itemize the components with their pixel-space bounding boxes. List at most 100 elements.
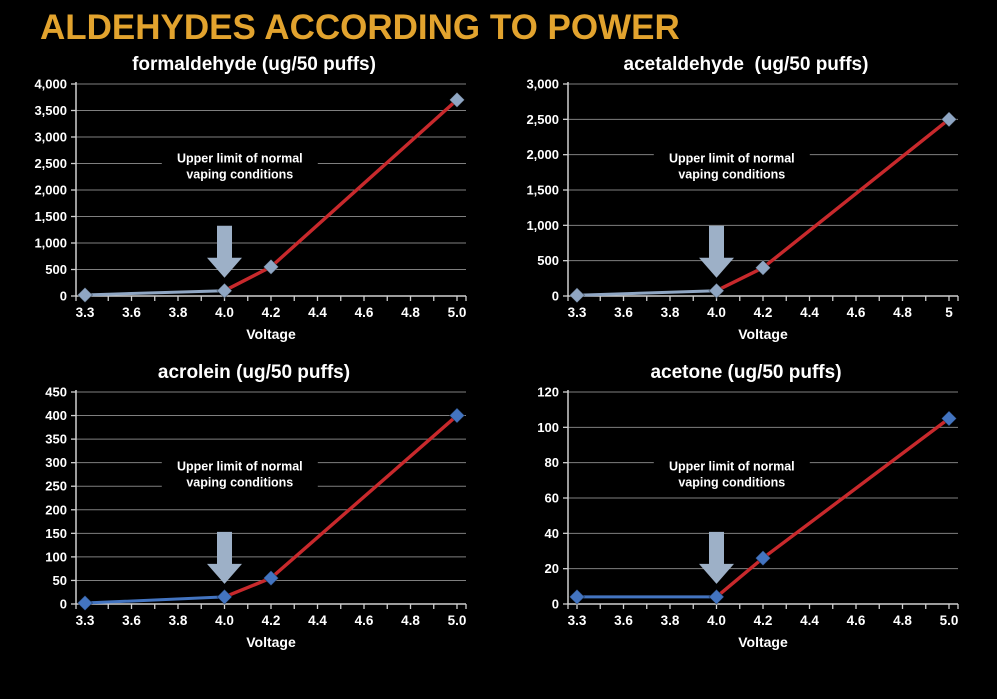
normal-power-line (83, 289, 226, 297)
formaldehyde-line-chart: 4,000 3,500 3,000 2,500 2,000 1,500 1,000 500 0 U… (34, 77, 467, 342)
y-tick-label: 50 (53, 573, 67, 588)
y-tick-label: 80 (545, 455, 559, 470)
x-tick-label: 4.8 (893, 613, 912, 628)
x-tick-label: 4.4 (800, 305, 819, 320)
gridlines: 3,000 2,500 2,000 1,500 1,000 500 0 (526, 77, 958, 304)
x-tick-label: 4.6 (355, 305, 374, 320)
y-tick-label: 0 (552, 597, 559, 612)
data-point-marker (568, 588, 586, 605)
y-tick-label: 300 (45, 455, 67, 470)
y-tick-label: 120 (537, 385, 559, 400)
data-point-marker (76, 594, 94, 612)
x-tick-label: 5 (945, 305, 953, 320)
x-tick-label: 5.0 (448, 305, 467, 320)
charts-grid: formaldehyde (ug/50 puffs) 4,000 3,500 3,0… (0, 50, 997, 660)
annotation-line-2: vaping conditions (678, 167, 785, 181)
x-axis-title: Voltage (246, 326, 296, 342)
y-tick-label: 1,500 (34, 209, 67, 224)
annotation-line-1: Upper limit of normal (177, 151, 303, 165)
x-tick-label: 4.2 (754, 305, 773, 320)
data-point-marker (216, 588, 233, 605)
y-tick-label: 500 (537, 253, 559, 268)
x-tick-label: 3.3 (568, 613, 587, 628)
data-point-marker (568, 287, 586, 304)
y-tick-label: 60 (545, 491, 559, 506)
chart-title-acetone: acetone (ug/50 puffs) (650, 362, 842, 383)
normal-power-line (575, 289, 718, 297)
slide-header: ALDEHYDES ACCORDING TO POWER (0, 0, 997, 50)
x-tick-label: 4.6 (847, 613, 866, 628)
x-tick-label: 4.4 (308, 613, 327, 628)
high-power-line (714, 117, 951, 293)
y-tick-label: 450 (45, 385, 67, 400)
y-tick-label: 100 (45, 549, 67, 564)
chart-panel-acetone: acetone (ug/50 puffs) 120 100 80 60 40 20 0 Upp… (506, 360, 986, 660)
axes (567, 390, 959, 609)
x-axis-title: Voltage (738, 326, 788, 342)
annotation-upper-limit: Upper limit of normal vaping conditions (653, 457, 810, 492)
data-point-marker (940, 410, 958, 427)
x-tick-label: 3.8 (169, 613, 188, 628)
y-tick-label: 150 (45, 526, 67, 541)
data-point-marker (262, 258, 280, 275)
y-tick-label: 2,000 (526, 147, 559, 162)
data-point-marker (448, 91, 466, 108)
chart-panel-formaldehyde: formaldehyde (ug/50 puffs) 4,000 3,500 3,0… (14, 52, 494, 352)
data-point-marker (216, 282, 233, 299)
x-tick-label: 3.6 (122, 613, 141, 628)
acrolein-line-chart: 450 400 350 300 250 200 150 100 50 0 Upper limit o… (45, 385, 467, 650)
data-point-marker (448, 407, 466, 424)
y-tick-label: 1,500 (526, 183, 559, 198)
gridlines: 450 400 350 300 250 200 150 100 50 0 (45, 385, 466, 612)
annotation-line-1: Upper limit of normal (669, 151, 795, 165)
axes (75, 390, 467, 609)
y-tick-label: 100 (537, 420, 559, 435)
x-tick-label: 4.0 (215, 613, 234, 628)
x-tick-label: 4.0 (707, 613, 726, 628)
annotation-upper-limit: Upper limit of normal vaping conditions (653, 149, 810, 184)
y-tick-label: 0 (60, 289, 67, 304)
y-tick-label: 2,500 (34, 156, 67, 171)
down-arrow-icon (207, 225, 242, 278)
y-tick-label: 400 (45, 408, 67, 423)
y-tick-label: 250 (45, 479, 67, 494)
x-tick-label: 3.8 (169, 305, 188, 320)
high-power-line (222, 98, 459, 293)
annotation-line-1: Upper limit of normal (669, 459, 795, 473)
y-tick-label: 1,000 (526, 218, 559, 233)
y-tick-label: 350 (45, 432, 67, 447)
y-tick-label: 2,000 (34, 183, 67, 198)
normal-power-line (83, 595, 226, 605)
acetaldehyde-line-chart: 3,000 2,500 2,000 1,500 1,000 500 0 Upper limit… (526, 77, 959, 342)
x-tick-label: 4.0 (707, 305, 726, 320)
x-tick-label: 3.6 (614, 305, 633, 320)
y-tick-label: 3,000 (526, 77, 559, 92)
x-tick-label: 4.2 (262, 613, 281, 628)
chart-title-formaldehyde: formaldehyde (ug/50 puffs) (132, 54, 376, 75)
annotation-upper-limit: Upper limit of normal vaping conditions (161, 457, 318, 492)
y-tick-label: 0 (60, 597, 67, 612)
x-tick-label: 4.4 (800, 613, 819, 628)
y-tick-label: 2,500 (526, 112, 559, 127)
y-tick-label: 3,500 (34, 103, 67, 118)
chart-title-acetaldehyde: acetaldehyde (ug/50 puffs) (623, 54, 869, 75)
x-tick-label: 3.3 (76, 305, 95, 320)
chart-title-acrolein: acrolein (ug/50 puffs) (157, 362, 351, 383)
x-tick-label: 3.3 (76, 613, 95, 628)
y-tick-label: 4,000 (34, 77, 67, 92)
data-point-marker (262, 570, 280, 587)
acetone-line-chart: 120 100 80 60 40 20 0 Upper limit of normal vapi… (537, 385, 959, 650)
x-tick-label: 3.8 (661, 613, 680, 628)
x-tick-label: 3.8 (661, 305, 680, 320)
down-arrow-icon (699, 225, 734, 278)
data-point-marker (708, 282, 725, 299)
x-tick-label: 4.8 (401, 613, 420, 628)
x-tick-label: 4.2 (754, 613, 773, 628)
chart-panel-acrolein: acrolein (ug/50 puffs) 450 400 350 300 250 20… (14, 360, 494, 660)
x-axis-title: Voltage (738, 634, 788, 650)
page-title: ALDEHYDES ACCORDING TO POWER (40, 8, 680, 47)
annotation-line-2: vaping conditions (186, 475, 293, 489)
gridlines: 120 100 80 60 40 20 0 (537, 385, 958, 612)
gridlines: 4,000 3,500 3,000 2,500 2,000 1,500 1,000 500 0 (34, 77, 466, 304)
x-tick-label: 3.6 (614, 613, 633, 628)
